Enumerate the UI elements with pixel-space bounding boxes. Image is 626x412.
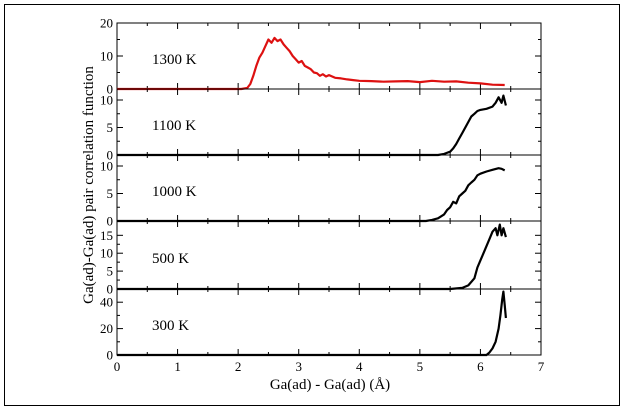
series-line-1100-K: [117, 94, 507, 157]
x-tick-label: 7: [538, 359, 545, 374]
x-tick-label: 5: [417, 359, 424, 374]
x-tick-label: 3: [295, 359, 302, 374]
y-tick-label: 5: [107, 186, 114, 201]
x-tick-label: 1: [174, 359, 181, 374]
y-tick-label: 10: [100, 159, 113, 174]
panel-label: 1100 K: [152, 118, 196, 134]
figure-frame: 0 10 20 1300 K 0 5 10 1100 K 0 5 10 1000 K 0 5 10 15 500…: [4, 4, 620, 406]
panel-label: 1300 K: [152, 52, 197, 68]
series-line-300-K: [117, 290, 507, 357]
panel-label: 500 K: [152, 251, 189, 267]
panel-label: 1000 K: [152, 184, 197, 200]
y-tick-label: 0: [107, 214, 114, 229]
x-axis-label: Ga(ad) - Ga(ad) (Å): [270, 377, 390, 393]
x-tick-label: 6: [477, 359, 484, 374]
x-tick-label: 2: [235, 359, 242, 374]
y-tick-label: 0: [107, 148, 114, 163]
x-tick-label: 0: [114, 359, 121, 374]
y-tick-label: 5: [107, 120, 114, 135]
y-tick-label: 0: [107, 82, 114, 97]
y-tick-label: 5: [107, 264, 114, 279]
series-line-500-K: [117, 223, 507, 291]
y-tick-label: 10: [100, 246, 113, 261]
y-tick-label: 40: [100, 295, 113, 310]
y-tick-label: 10: [100, 93, 113, 108]
y-axis-label: Ga(ad)-Ga(ad) pair correlation function: [81, 66, 97, 304]
series-line-1300-K: [117, 36, 505, 91]
panel-label: 300 K: [152, 318, 189, 334]
y-tick-label: 15: [100, 228, 113, 243]
x-tick-label: 4: [356, 359, 363, 374]
series-line-1000-K: [117, 167, 506, 223]
y-tick-label: 0: [107, 282, 114, 297]
y-tick-label: 10: [100, 49, 113, 64]
y-tick-label: 20: [100, 16, 113, 31]
y-tick-label: 20: [100, 321, 113, 336]
y-tick-label: 0: [107, 348, 114, 363]
